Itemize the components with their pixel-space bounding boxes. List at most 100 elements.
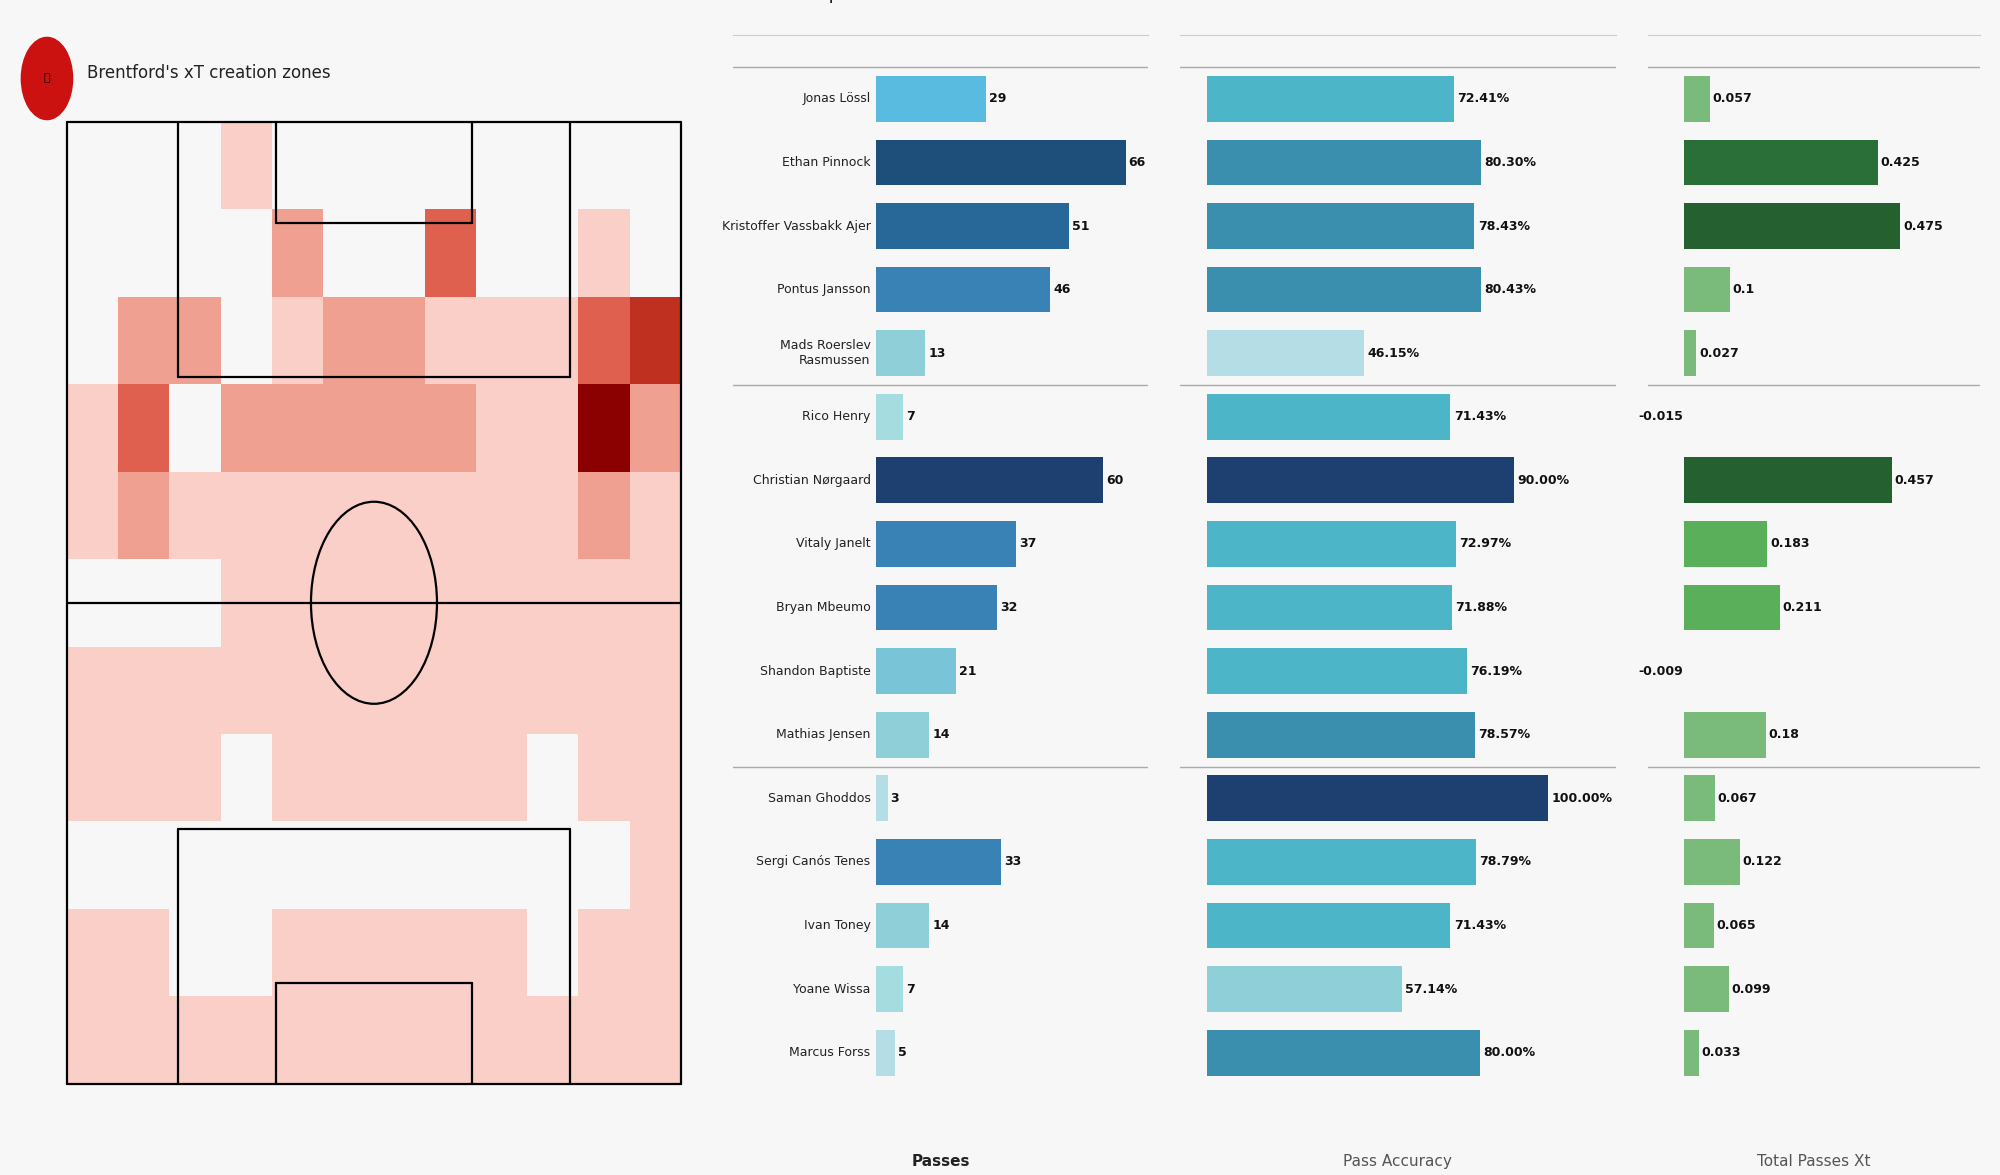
Bar [426, 209, 476, 296]
Bar [476, 996, 528, 1083]
Bar [426, 384, 476, 471]
Text: 13: 13 [928, 347, 946, 360]
Bar [118, 734, 170, 821]
Text: 60: 60 [1106, 474, 1124, 486]
Text: Ethan Pinnock: Ethan Pinnock [782, 156, 870, 169]
Text: 66: 66 [1128, 156, 1146, 169]
Text: 14: 14 [932, 919, 950, 932]
Bar [272, 296, 322, 384]
Bar [578, 209, 630, 296]
Bar [876, 457, 1102, 503]
Bar [374, 646, 426, 734]
Text: 14: 14 [932, 728, 950, 741]
Text: 46: 46 [1052, 283, 1070, 296]
Bar [1684, 330, 1696, 376]
Bar [272, 996, 322, 1083]
Text: 78.79%: 78.79% [1478, 855, 1530, 868]
Text: Sergi Canós Tenes: Sergi Canós Tenes [756, 855, 870, 868]
Text: 0.033: 0.033 [1702, 1046, 1742, 1059]
Bar [876, 521, 1016, 566]
Text: 51: 51 [1072, 220, 1090, 233]
Bar [1684, 839, 1740, 885]
Bar [322, 471, 374, 559]
Bar [630, 384, 680, 471]
Bar [630, 821, 680, 909]
Text: 33: 33 [1004, 855, 1022, 868]
Text: 0.099: 0.099 [1732, 982, 1772, 995]
Bar [876, 394, 902, 439]
Bar [322, 909, 374, 996]
Bar [876, 140, 1126, 186]
Text: 0.425: 0.425 [1880, 156, 1920, 169]
Text: 37: 37 [1018, 537, 1036, 550]
Bar [426, 559, 476, 646]
Bar [528, 996, 578, 1083]
Bar [528, 559, 578, 646]
Text: 78.43%: 78.43% [1478, 220, 1530, 233]
Text: 0.122: 0.122 [1742, 855, 1782, 868]
Bar [876, 649, 956, 694]
Bar [272, 646, 322, 734]
Bar [1684, 902, 1714, 948]
Bar [374, 909, 426, 996]
Bar [68, 471, 118, 559]
Bar [578, 384, 630, 471]
Bar [322, 559, 374, 646]
Bar [118, 909, 170, 996]
Text: 100.00%: 100.00% [1552, 792, 1612, 805]
Bar [1208, 712, 1474, 758]
Text: 80.43%: 80.43% [1484, 283, 1536, 296]
Bar [426, 471, 476, 559]
Bar [630, 996, 680, 1083]
Bar [322, 996, 374, 1083]
Bar [374, 471, 426, 559]
Bar [220, 559, 272, 646]
Bar [578, 996, 630, 1083]
Text: 0.1: 0.1 [1732, 283, 1754, 296]
Bar [1684, 1029, 1700, 1075]
Bar [578, 559, 630, 646]
Text: 72.97%: 72.97% [1460, 537, 1512, 550]
Bar [426, 296, 476, 384]
Text: 7: 7 [906, 410, 914, 423]
Bar [1208, 330, 1364, 376]
Text: 80.30%: 80.30% [1484, 156, 1536, 169]
Bar [1684, 457, 1892, 503]
Bar [1684, 585, 1780, 631]
Text: 3: 3 [890, 792, 900, 805]
Bar [578, 734, 630, 821]
Bar [322, 646, 374, 734]
Bar [476, 384, 528, 471]
Bar [374, 734, 426, 821]
Bar [1208, 203, 1474, 249]
Bar [220, 384, 272, 471]
Text: 0.18: 0.18 [1768, 728, 1800, 741]
Text: Mads Roerslev
Rasmussen: Mads Roerslev Rasmussen [780, 340, 870, 368]
Bar [272, 471, 322, 559]
Bar [1208, 76, 1454, 122]
Text: 72.41%: 72.41% [1458, 93, 1510, 106]
Bar [170, 646, 220, 734]
Bar [374, 296, 426, 384]
Bar [1208, 140, 1480, 186]
Bar [1208, 394, 1450, 439]
Circle shape [22, 38, 72, 120]
Text: 29: 29 [988, 93, 1006, 106]
Bar [528, 384, 578, 471]
Bar [876, 267, 1050, 313]
Bar [1208, 1029, 1480, 1075]
Bar [170, 296, 220, 384]
Bar [876, 966, 902, 1012]
Bar [630, 559, 680, 646]
Text: Bryan Mbeumo: Bryan Mbeumo [776, 602, 870, 615]
Bar [876, 330, 926, 376]
Bar [426, 734, 476, 821]
Text: 0.183: 0.183 [1770, 537, 1810, 550]
Bar [220, 646, 272, 734]
Bar [876, 585, 998, 631]
Bar [476, 909, 528, 996]
Bar [630, 646, 680, 734]
Bar [68, 734, 118, 821]
Text: Brentford's xT creation zones: Brentford's xT creation zones [88, 65, 332, 82]
Bar [876, 839, 1000, 885]
